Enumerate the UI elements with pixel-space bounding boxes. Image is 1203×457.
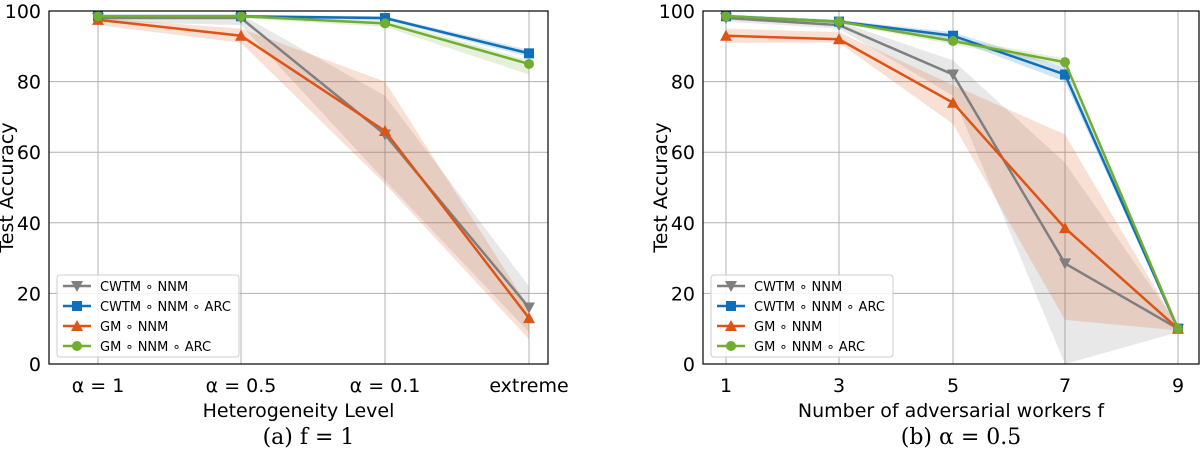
y-tick-label: 80 <box>17 72 41 94</box>
y-tick-label: 20 <box>671 283 695 305</box>
x-tick-label: 5 <box>947 375 959 397</box>
data-point <box>833 33 845 45</box>
confidence-band <box>98 14 529 75</box>
legend-marker <box>725 281 737 292</box>
data-point <box>947 69 959 81</box>
panel-caption: (a) f = 1 <box>263 425 355 450</box>
x-tick-label: 7 <box>1059 375 1071 397</box>
x-tick-label: α = 1 <box>72 375 125 397</box>
y-tick-label: 0 <box>29 354 41 376</box>
series-line <box>98 15 530 66</box>
confidence-band <box>98 14 529 57</box>
legend-marker <box>726 341 736 351</box>
legend-entry: GM ∘ NNM <box>754 320 822 335</box>
x-tick-label: 1 <box>720 375 732 397</box>
series-line <box>97 18 530 319</box>
y-tick-label: 40 <box>17 213 41 235</box>
axes-frame <box>702 10 1200 365</box>
y-tick-label: 40 <box>671 213 695 235</box>
data-point <box>1060 69 1070 80</box>
y-axis-label: Test Accuracy <box>650 122 672 253</box>
panel-b: 0 20 40 60 80 100 1 3 5 7 9 CWTM ∘ NNM CWTM ∘ NNM ∘ … <box>650 1 1200 450</box>
data-point <box>93 11 103 22</box>
legend-marker <box>71 281 83 292</box>
legend-entry: CWTM ∘ NNM <box>100 280 188 295</box>
legend-entry: GM ∘ NNM ∘ ARC <box>754 340 865 355</box>
legend-marker <box>725 320 737 331</box>
axes-frame <box>48 10 549 365</box>
legend-entry: CWTM ∘ NNM <box>754 280 842 295</box>
data-point <box>721 11 731 22</box>
data-point <box>720 29 732 41</box>
legend: CWTM ∘ NNM CWTM ∘ NNM ∘ ARC GM ∘ NNM GM ∘ N… <box>56 274 240 358</box>
legend-entry: GM ∘ NNM ∘ ARC <box>100 340 211 355</box>
data-point <box>948 36 958 47</box>
legend-marker <box>71 320 83 331</box>
data-point <box>380 18 390 29</box>
panel-caption: (b) α = 0.5 <box>901 425 1022 450</box>
data-point <box>1059 222 1071 234</box>
y-tick-label: 100 <box>659 1 695 23</box>
x-axis-label: Heterogeneity Level <box>203 400 395 422</box>
legend-marker <box>72 341 82 351</box>
legend-marker <box>72 301 82 311</box>
data-point <box>834 16 844 27</box>
y-tick-label: 100 <box>5 1 41 23</box>
data-point <box>947 96 959 108</box>
y-tick-label: 60 <box>671 142 695 164</box>
y-tick-label: 60 <box>17 142 41 164</box>
confidence-band <box>726 28 1178 331</box>
legend-marker <box>726 301 736 311</box>
data-point <box>523 302 535 314</box>
data-point <box>524 48 534 59</box>
legend: CWTM ∘ NNM CWTM ∘ NNM ∘ ARC GM ∘ NNM GM ∘ N… <box>710 274 894 358</box>
series-line <box>98 16 530 309</box>
data-point <box>379 125 391 137</box>
y-tick-label: 80 <box>671 72 695 94</box>
y-tick-label: 20 <box>17 283 41 305</box>
data-point <box>235 29 247 41</box>
data-point <box>236 11 246 22</box>
y-tick-label: 0 <box>683 354 695 376</box>
x-tick-label: 3 <box>833 375 845 397</box>
x-tick-label: extreme <box>489 375 568 397</box>
x-tick-label: α = 0.1 <box>350 375 421 397</box>
legend-entry: CWTM ∘ NNM ∘ ARC <box>100 300 231 315</box>
data-point <box>524 58 534 69</box>
data-point <box>523 312 535 324</box>
legend-entry: GM ∘ NNM <box>100 320 168 335</box>
data-point <box>1060 57 1070 68</box>
confidence-band <box>726 14 1178 365</box>
x-axis-label: Number of adversarial workers f <box>798 400 1106 422</box>
data-point <box>948 30 958 41</box>
legend-entry: CWTM ∘ NNM ∘ ARC <box>754 300 885 315</box>
data-point <box>1059 258 1071 270</box>
panel-a: 0 20 40 60 80 100 α = 1 α = 0.5 α = 0.1 extreme CW… <box>0 1 569 450</box>
x-tick-label: α = 0.5 <box>206 375 277 397</box>
y-axis-label: Test Accuracy <box>0 122 18 253</box>
data-point <box>380 13 390 24</box>
data-point <box>1173 323 1183 334</box>
x-tick-label: 9 <box>1172 375 1184 397</box>
